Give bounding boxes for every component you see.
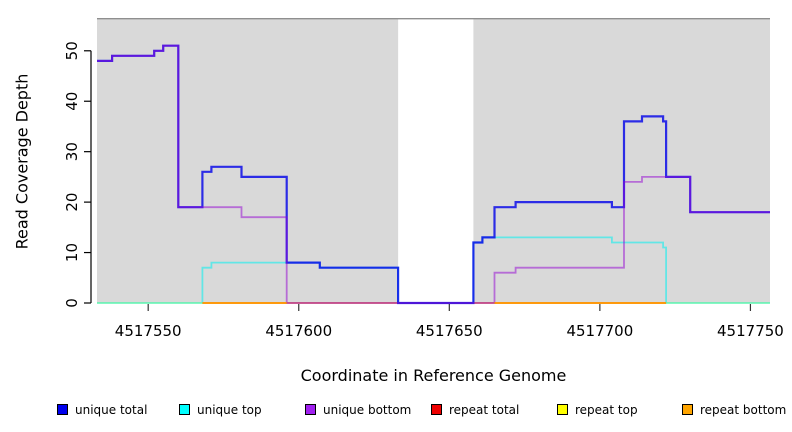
y-tick-label: 10 <box>63 243 81 262</box>
x-tick-label: 4517600 <box>265 322 332 340</box>
legend-label: repeat bottom <box>700 402 787 417</box>
legend-label: unique top <box>197 402 262 417</box>
y-tick-label: 20 <box>63 193 81 212</box>
legend-item-repeat-bottom: repeat bottom <box>682 402 787 417</box>
x-tick-label: 4517550 <box>115 322 182 340</box>
repeat-total-swatch-icon <box>431 404 442 415</box>
unique-total-swatch-icon <box>57 404 68 415</box>
y-tick-label: 30 <box>63 142 81 161</box>
legend-item-repeat-total: repeat total <box>431 402 520 417</box>
legend-item-unique-top: unique top <box>179 402 262 417</box>
y-tick-label: 50 <box>63 41 81 60</box>
y-axis-title: Read Coverage Depth <box>12 73 32 250</box>
repeat-top-swatch-icon <box>557 404 568 415</box>
uncovered-gap-region <box>398 18 474 303</box>
legend-item-repeat-top: repeat top <box>557 402 638 417</box>
series-line-unique-bottom <box>97 44 770 304</box>
legend-label: unique bottom <box>323 402 412 417</box>
legend-label: repeat top <box>575 402 638 417</box>
legend-item-unique-total: unique total <box>57 402 148 417</box>
legend-label: repeat total <box>449 402 520 417</box>
y-tick-label: 40 <box>63 92 81 111</box>
x-tick-label: 4517650 <box>416 322 483 340</box>
legend-item-unique-bottom: unique bottom <box>305 402 412 417</box>
x-axis-title: Coordinate in Reference Genome <box>300 366 567 385</box>
legend-label: unique total <box>75 402 148 417</box>
x-tick-label: 4517700 <box>566 322 633 340</box>
unique-bottom-swatch-icon <box>305 404 316 415</box>
repeat-bottom-swatch-icon <box>682 404 693 415</box>
y-tick-label: 0 <box>63 298 81 308</box>
unique-top-swatch-icon <box>179 404 190 415</box>
x-tick-label: 4517750 <box>717 322 784 340</box>
